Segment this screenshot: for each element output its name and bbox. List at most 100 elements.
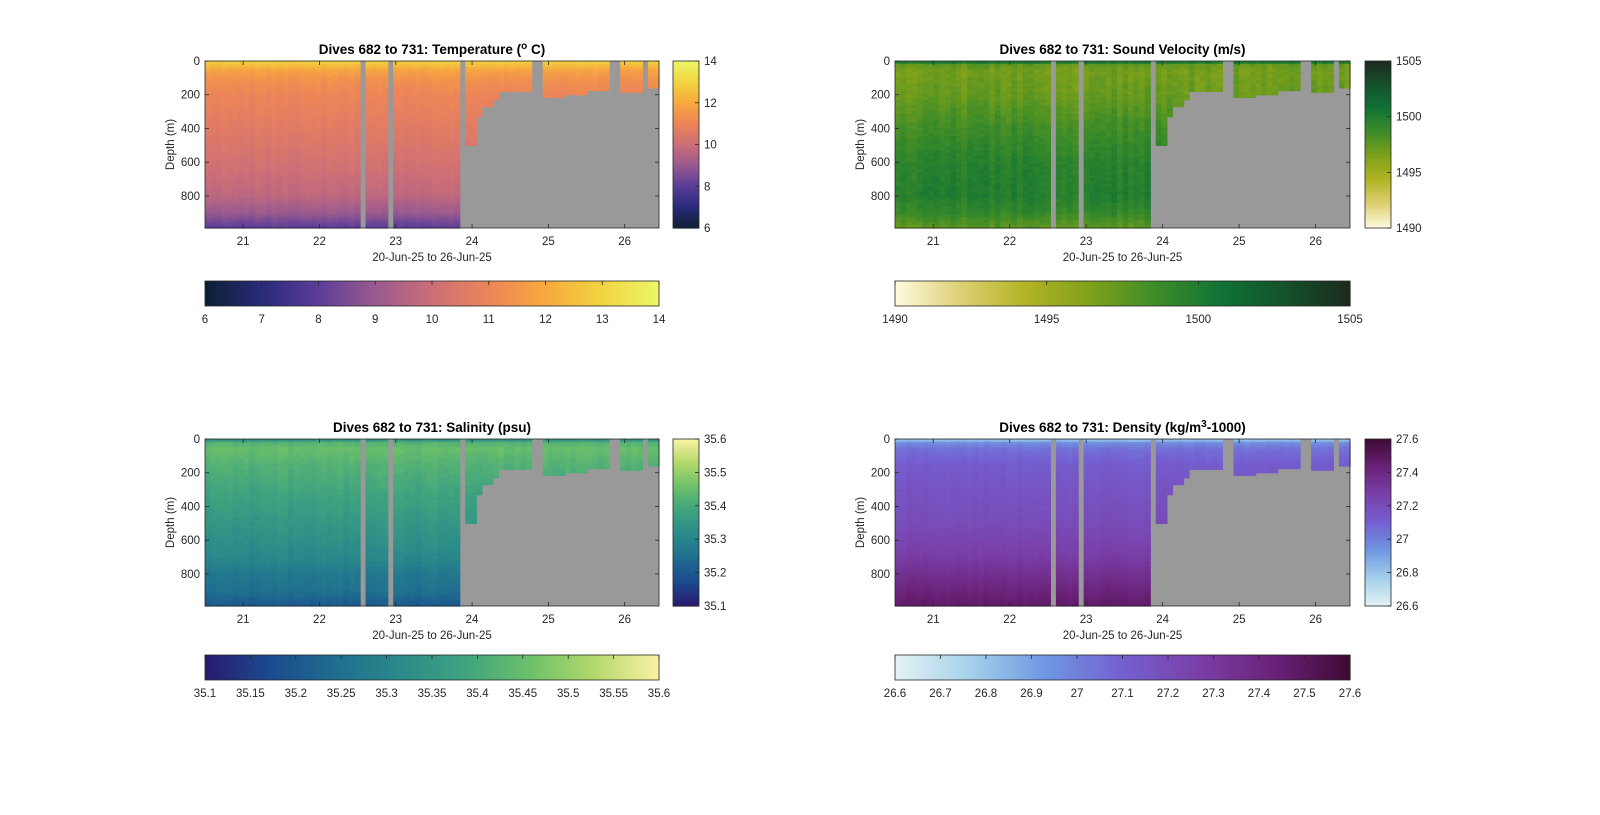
heatmap-cell [376,200,383,204]
heatmap-cell [415,97,422,101]
heatmap-cell [454,191,461,196]
heatmap-cell [1044,186,1051,190]
heatmap-cell [393,191,400,196]
heatmap-cell [293,205,300,210]
heatmap-cell [260,152,267,157]
heatmap-cell [509,77,516,82]
heatmap-cell [332,125,339,129]
heatmap-cell [917,105,924,109]
heatmap-cell [216,144,223,148]
heatmap-cell [944,194,952,198]
heatmap-cell [354,111,361,115]
heatmap-cell [415,202,422,207]
heatmap-cell [254,205,261,210]
heatmap-cell [989,113,996,118]
heatmap-cell [1033,222,1040,226]
heatmap-cell [994,86,1002,90]
heatmap-cell [1044,172,1051,176]
heatmap-cell [559,97,566,98]
heatmap-cell [337,113,345,118]
heatmap-cell [448,116,455,121]
heatmap-cell [232,208,239,212]
heatmap-cell [454,208,461,212]
heatmap-cell [911,97,918,101]
heatmap-cell [326,186,333,190]
heatmap-cell [254,169,261,173]
heatmap-cell [210,94,217,98]
heatmap-cell [933,147,940,151]
heatmap-cell [917,102,924,107]
heatmap-cell [961,80,968,84]
heatmap-cell [371,99,378,104]
heatmap-cell [337,200,345,204]
heatmap-cell [282,183,289,187]
heatmap-cell [404,74,411,79]
heatmap-cell [282,194,289,198]
heatmap-cell [210,127,217,132]
heatmap-cell [304,172,311,176]
heatmap-cell [983,208,990,212]
heatmap-cell [365,108,372,112]
heatmap-cell [917,180,924,185]
heatmap-cell [933,102,940,107]
heatmap-cell [227,99,234,104]
heatmap-cell [631,80,638,84]
y-tick-label: 600 [181,157,200,169]
heatmap-cell [238,83,245,87]
heatmap-cell [288,183,295,187]
heatmap-cell [288,175,295,179]
heatmap-cell [227,113,234,118]
heatmap-cell [282,205,289,210]
heatmap-cell [1005,94,1013,98]
heatmap-cell [304,183,311,187]
heatmap-cell [205,133,212,137]
heatmap-cell [332,200,339,204]
heatmap-cell [911,102,918,107]
heatmap-cell [928,74,935,79]
heatmap-cell [321,172,328,176]
heatmap-cell [1044,116,1051,121]
heatmap-cell [961,138,968,143]
heatmap-cell [944,97,952,101]
heatmap-cell [310,77,317,82]
heatmap-cell [221,108,228,112]
heatmap-cell [404,211,411,215]
heatmap-cell [304,155,311,160]
heatmap-cell [271,152,278,157]
heatmap-cell [956,205,963,210]
heatmap-cell [310,99,317,104]
heatmap-cell [542,66,549,70]
heatmap-cell [354,166,361,171]
heatmap-cell [570,94,577,96]
heatmap-cell [321,80,328,84]
colorbar-swatch [424,281,429,306]
heatmap-cell [282,91,289,95]
heatmap-cell [983,61,990,65]
heatmap-cell [348,150,356,154]
heatmap-cell [542,63,549,68]
heatmap-cell [476,97,483,101]
heatmap-cell [321,191,328,196]
heatmap-cell [398,108,405,112]
heatmap-cell [426,66,433,70]
heatmap-cell [1028,183,1035,187]
heatmap-cell [928,66,935,70]
heatmap-cell [243,208,250,212]
heatmap-cell [415,183,422,187]
heatmap-cell [1039,77,1046,82]
heatmap-cell [1044,127,1051,132]
heatmap-cell [393,161,400,165]
heatmap-cell [409,125,416,129]
heatmap-cell [1017,74,1024,79]
heatmap-cell [1028,197,1035,201]
heatmap-cell [939,63,946,68]
heatmap-cell [365,111,372,115]
heatmap-cell [603,72,610,76]
heatmap-cell [922,208,929,212]
heatmap-cell [454,83,461,87]
heatmap-cell [906,97,913,101]
heatmap-cell [978,189,985,193]
heatmap-cell [1039,147,1046,151]
heatmap-cell [900,116,907,121]
heatmap-cell [994,88,1002,93]
